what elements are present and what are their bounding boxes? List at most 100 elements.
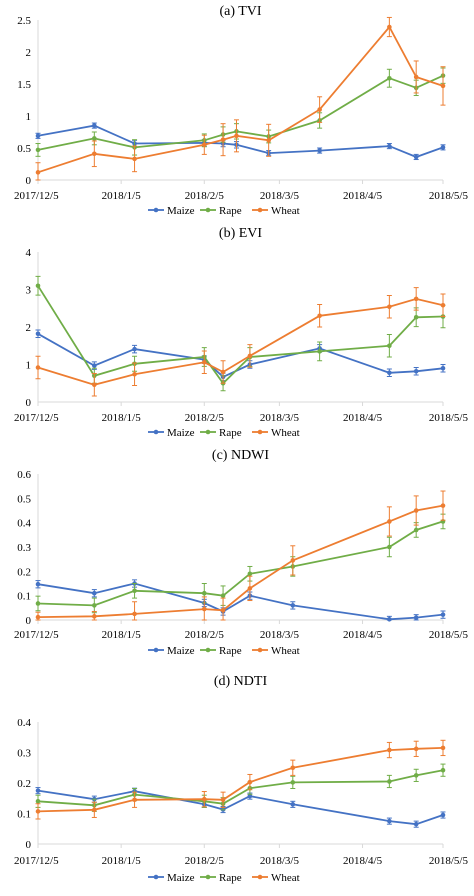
x-tick-label: 2018/5/5: [429, 190, 469, 202]
series-line-maize: [37, 582, 444, 621]
data-point-rape: [387, 779, 392, 784]
data-point-wheat: [387, 24, 392, 30]
data-point-wheat: [132, 371, 137, 377]
data-point-wheat: [266, 138, 271, 143]
legend-label-rape: Rape: [219, 872, 242, 884]
legend-marker-maize: [153, 874, 159, 880]
y-tick-label: 1.5: [17, 79, 31, 91]
data-point-wheat: [92, 807, 97, 813]
chart-svg-ndwi: (c) NDWI 0 0.1 0.2 0.3 0.4 0.5 0.6 2017/12/5 2018…: [14, 448, 468, 657]
legend-marker-wheat: [257, 647, 263, 653]
data-point-maize: [247, 793, 253, 799]
data-point-maize: [290, 802, 296, 807]
series-line-wheat: [37, 25, 444, 174]
y-tick-label: 0.2: [17, 566, 31, 578]
series-line-rape: [37, 520, 444, 607]
y-tick-label: 0: [26, 175, 32, 187]
x-tick-label: 2018/2/5: [185, 412, 225, 424]
chart-panel-tvi: (a) TVI 0 0.5 1 1.5 2 2.5 2017/12/5 2018/1/5 2018…: [0, 0, 474, 222]
data-point-maize: [35, 581, 41, 587]
series-line-wheat: [37, 297, 444, 386]
legend-marker-maize: [153, 207, 159, 213]
x-tick-label: 2018/3/5: [260, 190, 300, 202]
chart-panel-evi: (b) EVI 0 1 2 3 4 2017/12/5 2018/1/5 2018/2/5 201…: [0, 222, 474, 444]
legend-marker-wheat: [257, 874, 263, 880]
data-point-wheat: [220, 607, 226, 613]
chart-svg-evi: (b) EVI 0 1 2 3 4 2017/12/5 2018/1/5 2018/2/5 201…: [14, 226, 468, 439]
y-tick-label: 2.5: [17, 15, 31, 27]
data-point-wheat: [201, 359, 207, 365]
data-point-wheat: [201, 796, 207, 802]
series-line-rape: [37, 285, 444, 385]
data-point-rape: [35, 601, 41, 606]
data-point-rape: [247, 571, 253, 577]
y-tick-label: 0.5: [17, 493, 31, 505]
data-point-maize: [413, 821, 419, 827]
legend-label-wheat: Wheat: [271, 427, 300, 439]
y-tick-label: 0: [26, 397, 32, 409]
y-tick-label: 2: [26, 47, 32, 59]
data-point-maize: [317, 148, 322, 153]
legend-label-wheat: Wheat: [271, 205, 300, 217]
y-tick-label: 0.4: [17, 717, 31, 729]
x-tick-label: 2018/2/5: [185, 190, 225, 202]
data-point-maize: [132, 346, 137, 352]
x-tick-label: 2018/4/5: [343, 190, 383, 202]
data-point-wheat: [387, 747, 392, 753]
data-point-wheat: [35, 365, 41, 370]
x-tick-label: 2018/4/5: [343, 629, 383, 641]
x-tick-label: 2018/4/5: [343, 855, 383, 867]
data-point-wheat: [92, 382, 97, 388]
data-point-maize: [440, 612, 446, 617]
x-tick-label: 2018/2/5: [185, 855, 225, 867]
data-point-rape: [290, 780, 296, 785]
data-point-maize: [290, 603, 296, 608]
data-point-rape: [132, 588, 137, 594]
data-point-maize: [387, 143, 392, 149]
legend-label-rape: Rape: [219, 205, 242, 217]
data-point-wheat: [440, 503, 446, 508]
legend-label-rape: Rape: [219, 645, 242, 657]
data-point-wheat: [201, 606, 207, 612]
data-point-wheat: [92, 151, 97, 157]
series-line-maize: [37, 333, 444, 378]
x-tick-label: 2018/3/5: [260, 855, 300, 867]
y-tick-label: 0.6: [17, 469, 31, 481]
x-tick-label: 2018/5/5: [429, 855, 469, 867]
series-line-maize: [37, 789, 444, 826]
x-tick-label: 2017/12/5: [14, 190, 59, 202]
data-point-wheat: [132, 611, 137, 617]
chart-title-a-tvi: (a) TVI: [219, 4, 261, 19]
data-point-wheat: [132, 797, 137, 803]
legend-label-maize: Maize: [167, 427, 195, 439]
y-tick-label: 2: [26, 322, 32, 334]
x-tick-label: 2018/1/5: [102, 412, 142, 424]
x-tick-label: 2018/1/5: [102, 629, 142, 641]
data-point-maize: [387, 616, 392, 622]
y-tick-label: 4: [26, 247, 32, 259]
data-point-rape: [35, 147, 41, 153]
data-point-rape: [387, 75, 392, 81]
x-tick-label: 2018/3/5: [260, 629, 300, 641]
data-point-wheat: [413, 746, 419, 752]
y-tick-label: 1: [26, 111, 32, 123]
data-point-wheat: [413, 74, 419, 80]
data-point-wheat: [290, 558, 296, 563]
legend-label-maize: Maize: [167, 205, 195, 217]
legend-marker-maize: [153, 429, 159, 435]
data-point-maize: [413, 368, 419, 374]
data-point-wheat: [132, 156, 137, 162]
y-tick-label: 0.1: [17, 591, 31, 603]
y-tick-label: 0.2: [17, 778, 31, 790]
legend-label-rape: Rape: [219, 427, 242, 439]
data-point-wheat: [35, 614, 41, 620]
data-point-rape: [35, 283, 41, 289]
data-point-rape: [35, 799, 41, 804]
series-line-rape: [37, 74, 444, 151]
data-point-rape: [413, 773, 419, 778]
data-point-wheat: [247, 586, 253, 591]
chart-svg-ndti: (d) NDTI 0 0.1 0.2 0.3 0.4 2017/12/5 2018/1/5 20…: [14, 674, 469, 884]
legend-marker-rape: [205, 647, 211, 653]
legend-marker-wheat: [257, 429, 263, 435]
